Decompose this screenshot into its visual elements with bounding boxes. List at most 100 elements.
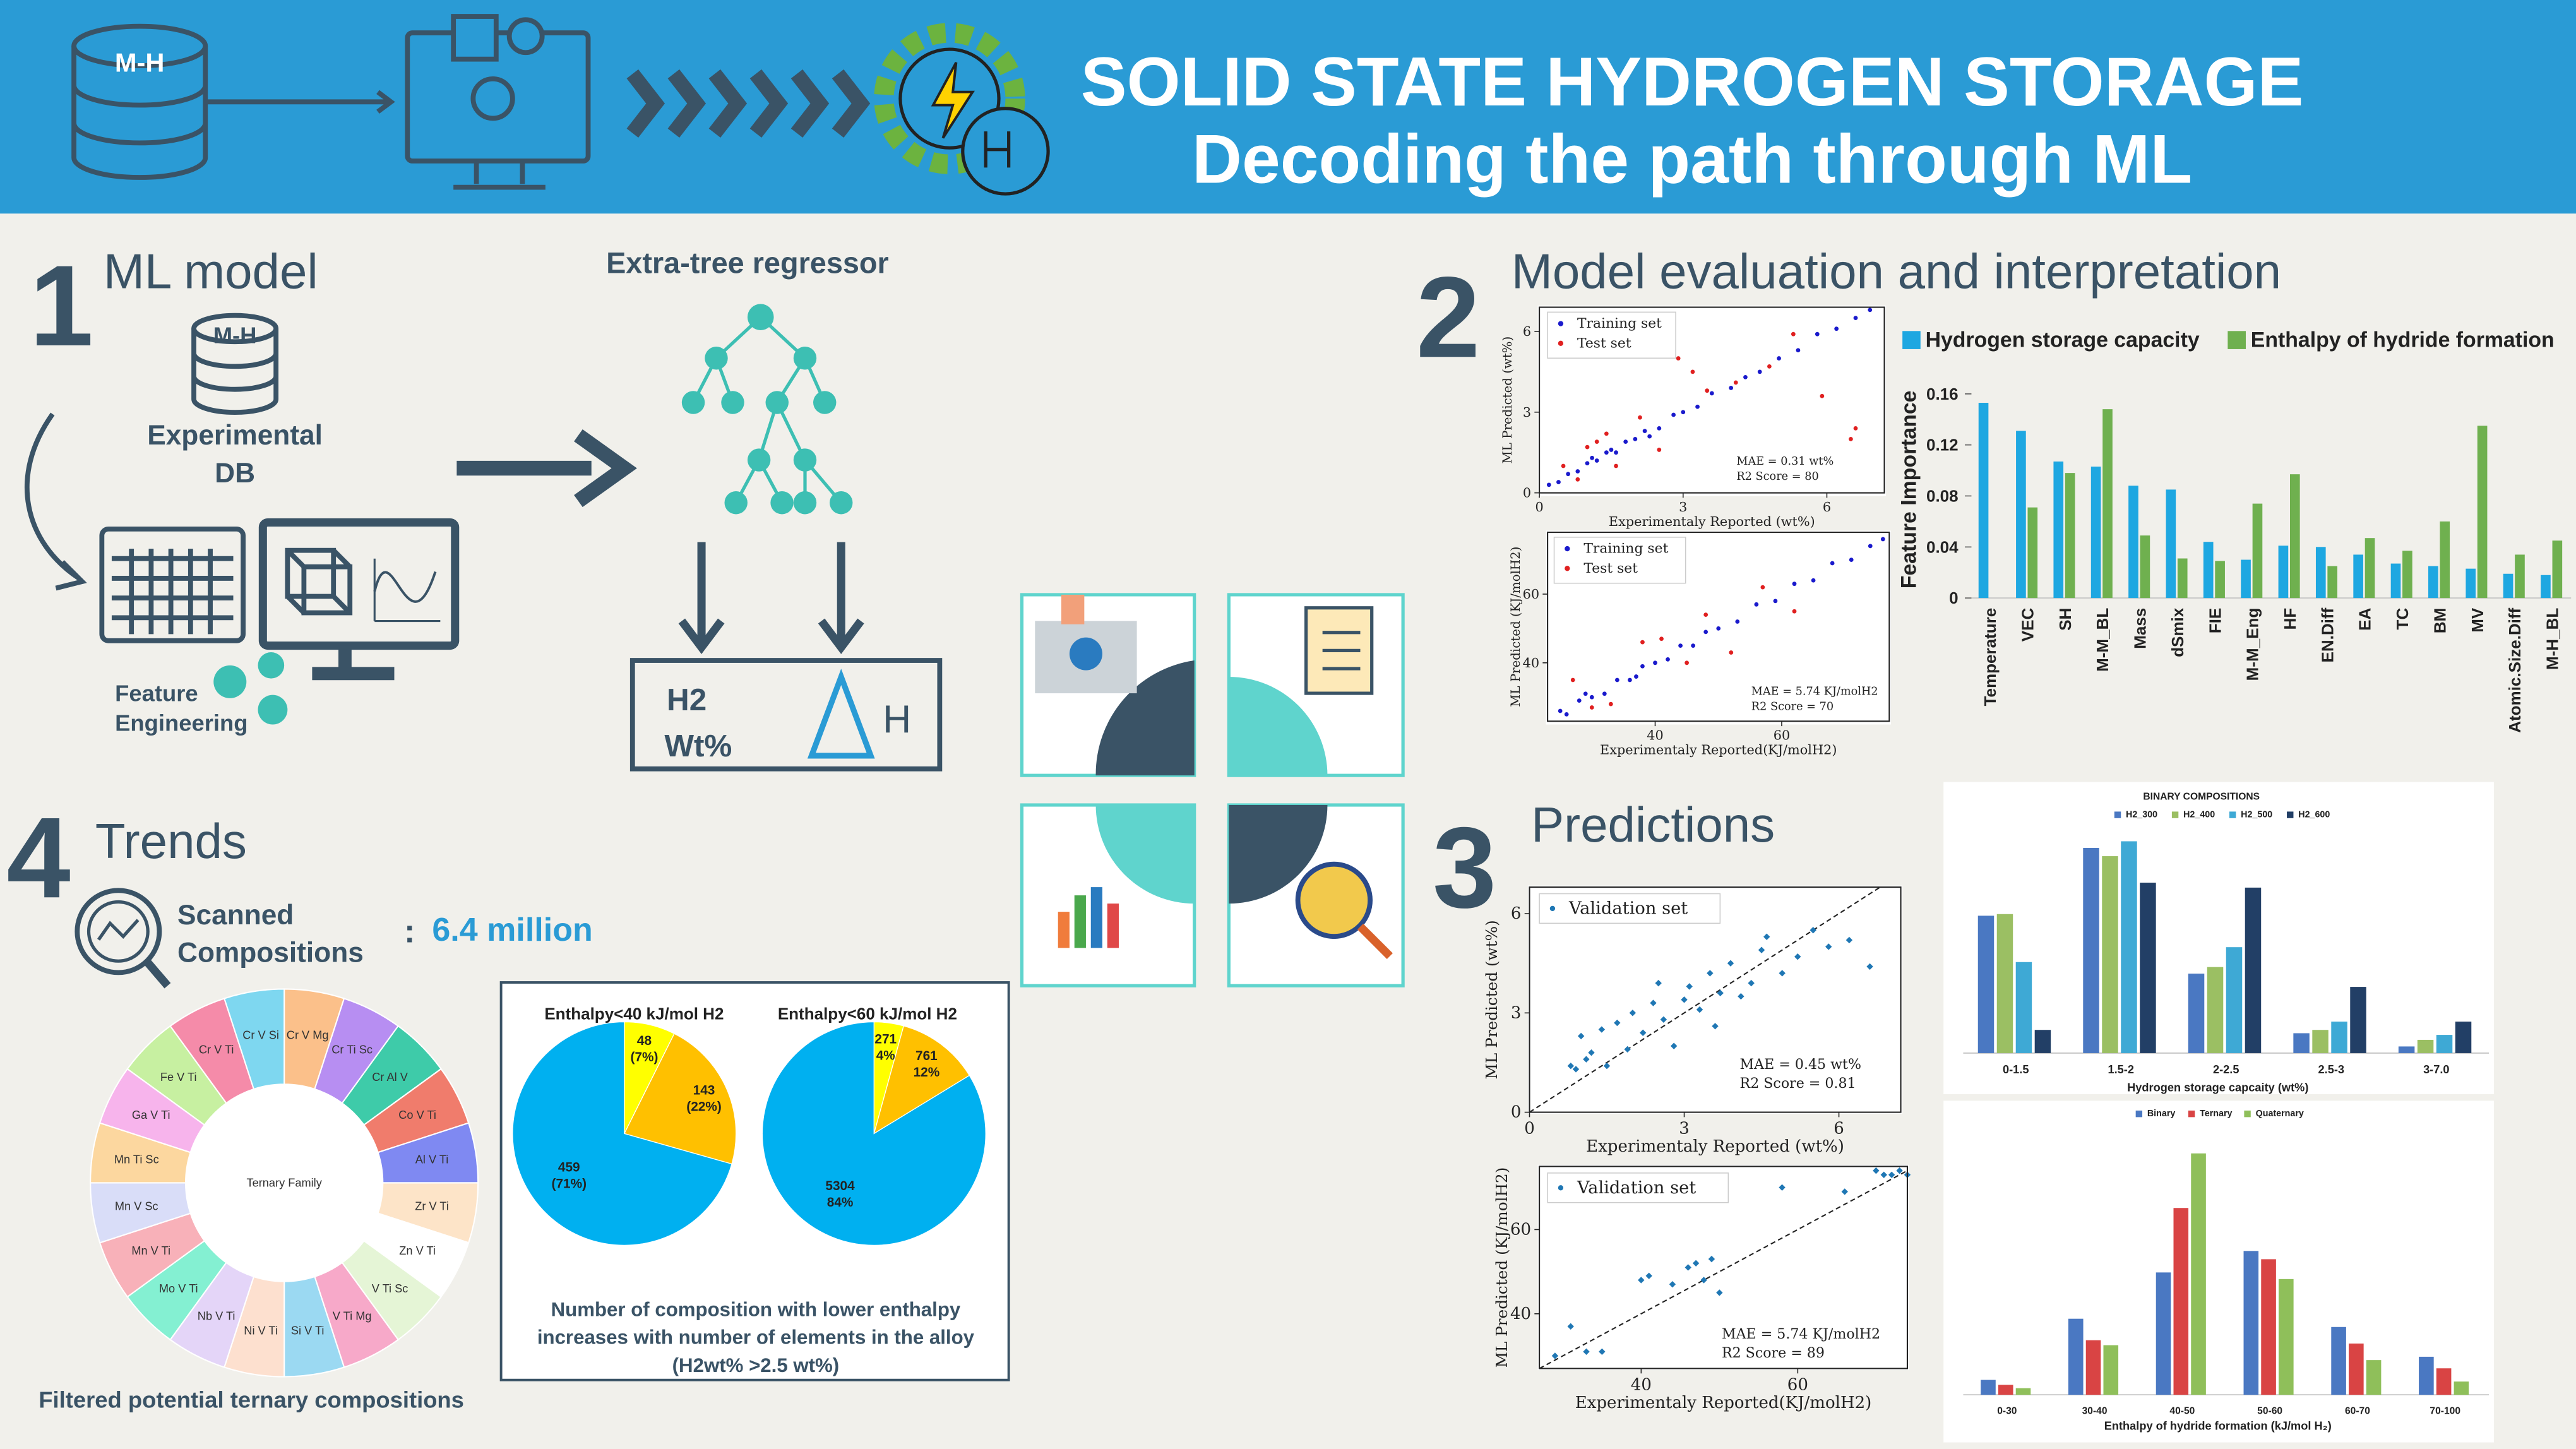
bar xyxy=(2015,1388,2031,1395)
bar xyxy=(2436,1035,2453,1053)
bar xyxy=(2173,1208,2189,1395)
y-tick-label: 3 xyxy=(1511,1003,1522,1022)
legend-label: Test set xyxy=(1583,561,1638,576)
legend-swatch xyxy=(2229,811,2236,818)
point xyxy=(1810,927,1816,934)
donut-label: Cr V Mg xyxy=(287,1029,329,1042)
donut-label: Fe V Ti xyxy=(160,1071,197,1083)
section-number: 4 xyxy=(6,793,70,922)
gears-icon xyxy=(213,652,288,725)
point xyxy=(1696,1006,1703,1013)
point xyxy=(1727,960,1734,967)
point xyxy=(1577,1032,1585,1040)
point xyxy=(1624,1046,1631,1053)
bar xyxy=(2156,1272,2171,1395)
legend-box xyxy=(1553,537,1686,584)
bar xyxy=(2166,489,2176,599)
x-tick-label: M-M_Eng xyxy=(2243,608,2262,681)
point xyxy=(1638,1277,1645,1284)
legend-label: Ternary xyxy=(2200,1109,2232,1119)
point xyxy=(1567,1323,1574,1330)
pie-value-label: 5304 84% xyxy=(825,1179,855,1210)
y-tick-label: 40 xyxy=(1523,655,1539,671)
bar xyxy=(2090,467,2101,599)
x-tick-label: 0 xyxy=(1524,1119,1535,1138)
x-tick-label: 6 xyxy=(1834,1119,1844,1138)
section-number: 3 xyxy=(1433,803,1496,932)
point xyxy=(1614,677,1619,683)
plot-frame xyxy=(1539,306,1885,494)
pie-slice xyxy=(512,1021,732,1246)
x-tick-label: 2-2.5 xyxy=(2213,1063,2239,1076)
legend-label: H2_400 xyxy=(2183,810,2215,820)
donut-label: Mn V Ti xyxy=(131,1244,170,1257)
bar xyxy=(2261,1259,2276,1395)
bar xyxy=(1977,915,1995,1053)
y-axis-label: ML Predicted (wt%) xyxy=(1482,920,1501,1079)
legend-swatch xyxy=(2171,811,2179,818)
donut-label: Cr V Ti xyxy=(199,1043,234,1056)
header-energy-icon xyxy=(874,23,1050,196)
bar xyxy=(2293,1033,2310,1053)
bar xyxy=(2083,847,2099,1053)
bar xyxy=(2290,474,2300,599)
bar xyxy=(2177,558,2188,599)
point xyxy=(1655,979,1662,987)
point xyxy=(1729,650,1734,655)
legend-label: Enthalpy of hydride formation xyxy=(2251,328,2555,352)
y-tick-label: 0 xyxy=(1511,1103,1522,1122)
point xyxy=(1572,1066,1580,1073)
legend-swatch xyxy=(2135,1110,2143,1118)
donut-label: Ga V Ti xyxy=(132,1109,170,1121)
x-tick-label: FIE xyxy=(2205,608,2224,633)
donut-label: Mn V Sc xyxy=(115,1200,158,1213)
point xyxy=(1700,1277,1707,1284)
header-db-label: M-H xyxy=(115,47,165,77)
bar xyxy=(2207,967,2224,1053)
point xyxy=(1849,558,1854,562)
x-tick-label: HF xyxy=(2281,608,2299,630)
point xyxy=(1880,1171,1887,1178)
bar xyxy=(2015,962,2032,1053)
bar xyxy=(2191,1153,2206,1395)
annotation: MAE = 5.74 KJ/molH2 xyxy=(1751,685,1878,698)
point xyxy=(1763,933,1770,940)
legend-marker xyxy=(1558,340,1564,346)
x-tick-label: MV xyxy=(2468,607,2487,633)
point xyxy=(1866,963,1873,970)
section-title: ML model xyxy=(104,243,318,299)
x-axis-label: Hydrogen storage capcaity (wt%) xyxy=(2127,1082,2308,1094)
x-tick-label: 60 xyxy=(1774,728,1790,743)
point xyxy=(1707,970,1714,977)
donut-label: Cr V Si xyxy=(242,1029,279,1042)
legend-marker xyxy=(1558,321,1564,326)
point xyxy=(1585,461,1590,466)
point xyxy=(1634,674,1638,679)
y-tick-label: 6 xyxy=(1523,324,1531,339)
bar xyxy=(2402,551,2412,599)
point xyxy=(1583,1348,1590,1356)
point xyxy=(1642,429,1647,433)
bar xyxy=(2278,546,2289,599)
point xyxy=(1735,619,1740,624)
bar xyxy=(2034,1030,2051,1053)
x-tick-label: EN.Diff xyxy=(2318,607,2337,662)
x-tick-label: 2.5-3 xyxy=(2318,1063,2345,1076)
pie-slice xyxy=(761,1021,986,1246)
point xyxy=(1608,701,1613,707)
legend-marker xyxy=(1565,566,1570,571)
legend-swatch xyxy=(2227,331,2246,349)
point xyxy=(1779,1184,1786,1191)
bar xyxy=(2552,540,2563,599)
point xyxy=(1660,1016,1667,1023)
y-tick-label: 0.16 xyxy=(1926,385,1959,403)
point xyxy=(1589,695,1594,700)
point xyxy=(1791,331,1796,337)
y-axis-label: ML Predicted (wt%) xyxy=(1500,337,1515,464)
output-h2: H2 xyxy=(667,683,707,717)
point xyxy=(1577,698,1582,703)
point xyxy=(1692,1260,1700,1267)
point xyxy=(1623,439,1628,444)
bar xyxy=(2027,507,2038,599)
bar xyxy=(2477,426,2488,599)
